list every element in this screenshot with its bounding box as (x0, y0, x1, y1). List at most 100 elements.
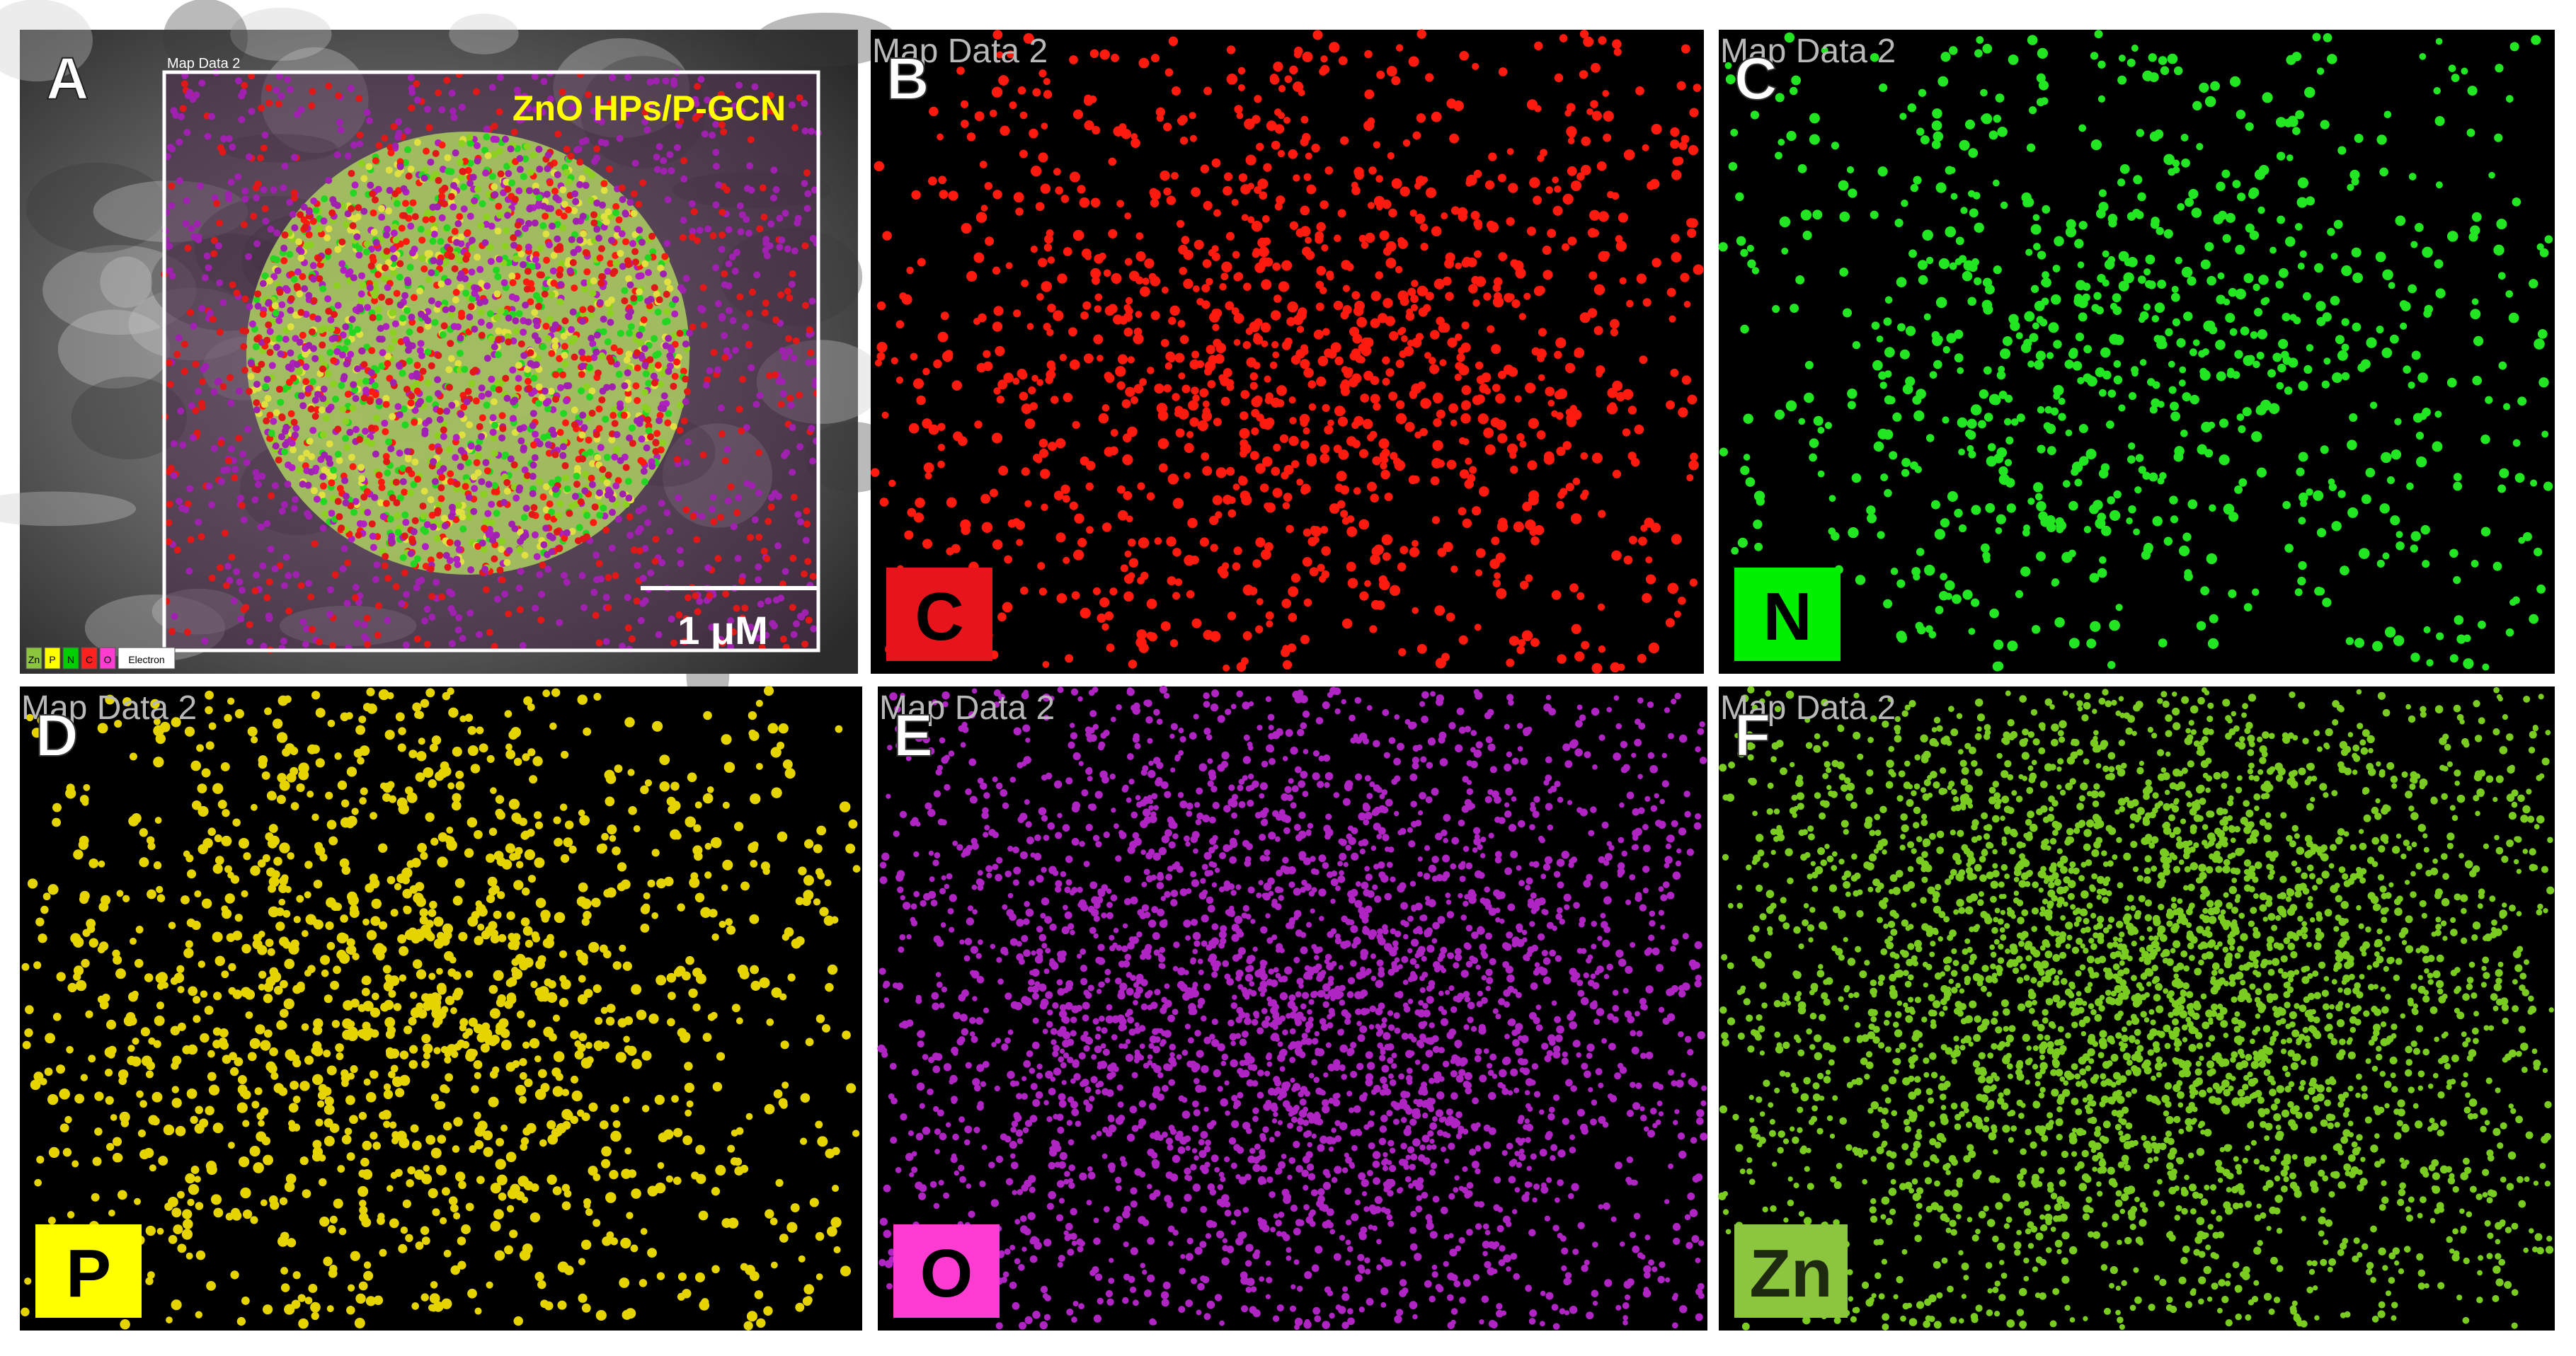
map-dot (531, 219, 539, 227)
map-dot (1199, 388, 1209, 398)
map-dot (1300, 137, 1309, 146)
map-dot (2242, 407, 2252, 417)
map-dot (1038, 587, 1047, 596)
map-dot (590, 219, 598, 227)
map-dot (1552, 205, 1563, 216)
map-dot (1929, 371, 1937, 379)
map-dot (521, 466, 529, 474)
map-dot (388, 309, 396, 317)
map-dot (2435, 38, 2443, 45)
map-dot (1086, 526, 1094, 534)
map-dot (393, 289, 401, 297)
map-dot (656, 143, 663, 151)
map-dot (299, 402, 307, 410)
map-dot (357, 160, 365, 168)
map-dot (784, 287, 791, 295)
map-dot (2468, 232, 2478, 242)
map-dot (937, 331, 949, 343)
map-dot (638, 435, 646, 443)
map-dot (2234, 485, 2243, 494)
map-dot (424, 317, 432, 325)
map-dot (1817, 427, 1825, 434)
map-dot (560, 410, 568, 418)
map-dot (1124, 212, 1132, 220)
map-dot (1005, 262, 1013, 270)
map-dot (292, 495, 299, 503)
map-dot (719, 313, 726, 321)
map-dot (2204, 241, 2214, 252)
map-dot (2496, 219, 2507, 230)
map-dot (1683, 301, 1691, 308)
map-dot (407, 165, 415, 173)
sem-texture (0, 0, 93, 82)
map-dot (2534, 338, 2545, 350)
map-dot (578, 348, 586, 356)
map-dot (367, 439, 375, 447)
map-dot (215, 219, 223, 227)
map-dot (1993, 265, 2002, 275)
map-dot (1358, 234, 1367, 243)
map-dot (786, 347, 794, 355)
map-dot (2037, 406, 2045, 414)
map-dot (559, 452, 567, 459)
map-dot (520, 514, 528, 522)
map-dot (1508, 367, 1518, 377)
map-dot (316, 354, 324, 362)
map-dot (290, 275, 298, 283)
map-dot (413, 584, 420, 592)
map-dot (1635, 86, 1644, 96)
map-dot (1639, 355, 1648, 364)
map-dot (1160, 621, 1171, 631)
map-dot (743, 185, 751, 193)
map-dot (645, 427, 653, 435)
map-dot (628, 424, 636, 432)
map-dot (1234, 105, 1243, 114)
map-dot (360, 520, 367, 528)
map-dot (2221, 169, 2231, 178)
map-dot (1253, 334, 1264, 345)
map-dot (515, 362, 522, 369)
map-dot (314, 315, 322, 323)
map-dot (364, 640, 372, 648)
map-dot (418, 236, 426, 244)
map-dot (1938, 258, 1950, 270)
map-dot (1097, 355, 1104, 362)
map-dot (2037, 47, 2048, 59)
map-dot (1105, 373, 1115, 384)
map-dot (401, 212, 408, 219)
map-dot (1554, 185, 1562, 193)
map-dot (997, 612, 1007, 622)
map-dot (755, 489, 762, 497)
map-dot (472, 397, 480, 405)
map-dot (436, 258, 444, 266)
map-dot (408, 249, 416, 257)
map-dot (428, 269, 435, 277)
map-dot (1872, 360, 1883, 371)
map-dot (621, 297, 629, 305)
map-dot (1892, 412, 1902, 422)
map-dot (2165, 328, 2173, 337)
map-dot (1315, 280, 1324, 289)
map-dot (179, 105, 187, 113)
map-dot (735, 81, 743, 89)
map-dot (334, 450, 342, 458)
map-dot (1139, 378, 1147, 386)
map-dot (745, 309, 753, 317)
map-dot (1339, 485, 1350, 495)
map-dot (500, 499, 508, 507)
map-dot (1379, 579, 1390, 591)
map-dot (658, 500, 665, 507)
map-dot (603, 454, 611, 461)
map-dot (598, 272, 606, 280)
map-dot (951, 544, 961, 553)
map-dot (809, 573, 817, 580)
map-dot (680, 175, 688, 183)
map-dot (574, 537, 582, 545)
map-dot (1432, 439, 1443, 452)
map-dot (438, 193, 446, 200)
map-dot (324, 295, 332, 303)
map-dot (257, 523, 265, 531)
map-dot (642, 370, 650, 378)
map-dot (637, 616, 645, 624)
map-dot (1324, 348, 1333, 358)
